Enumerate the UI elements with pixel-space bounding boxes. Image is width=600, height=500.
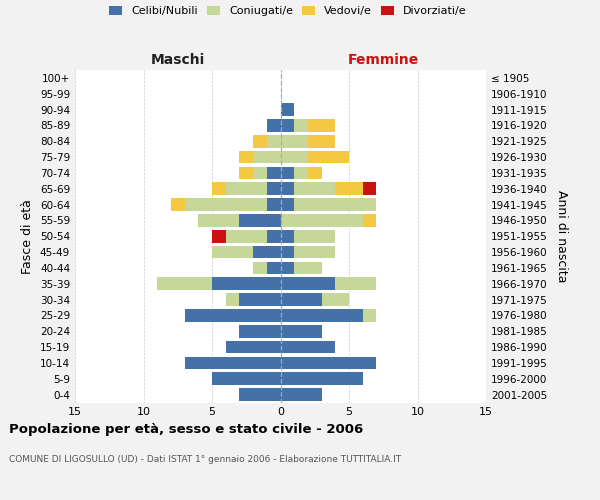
Text: Maschi: Maschi <box>151 54 205 68</box>
Y-axis label: Anni di nascita: Anni di nascita <box>554 190 568 282</box>
Bar <box>171 198 185 211</box>
Bar <box>226 293 239 306</box>
Bar <box>294 198 376 211</box>
Y-axis label: Fasce di età: Fasce di età <box>22 199 34 274</box>
Bar <box>239 293 281 306</box>
Bar <box>294 246 335 258</box>
Bar <box>239 388 281 401</box>
Bar <box>267 182 281 195</box>
Bar <box>281 325 322 338</box>
Bar <box>239 214 281 227</box>
Bar <box>281 388 322 401</box>
Text: COMUNE DI LIGOSULLO (UD) - Dati ISTAT 1° gennaio 2006 - Elaborazione TUTTITALIA.: COMUNE DI LIGOSULLO (UD) - Dati ISTAT 1°… <box>9 455 401 464</box>
Bar <box>267 230 281 242</box>
Bar <box>185 309 281 322</box>
Bar <box>322 293 349 306</box>
Bar <box>267 135 281 147</box>
Bar <box>281 135 308 147</box>
Bar <box>239 166 253 179</box>
Bar <box>253 150 281 164</box>
Bar <box>281 309 363 322</box>
Bar <box>253 262 267 274</box>
Bar <box>308 119 335 132</box>
Bar <box>267 198 281 211</box>
Bar <box>281 262 294 274</box>
Bar <box>226 182 267 195</box>
Bar <box>281 372 363 385</box>
Bar <box>281 150 308 164</box>
Bar <box>281 214 363 227</box>
Bar <box>212 278 281 290</box>
Bar <box>363 182 376 195</box>
Bar <box>294 166 308 179</box>
Text: Femmine: Femmine <box>347 54 419 68</box>
Bar <box>308 166 322 179</box>
Bar <box>281 166 294 179</box>
Bar <box>281 230 294 242</box>
Bar <box>267 262 281 274</box>
Bar <box>281 356 376 369</box>
Bar <box>239 325 281 338</box>
Bar <box>212 230 226 242</box>
Bar <box>157 278 212 290</box>
Bar <box>308 150 349 164</box>
Bar <box>281 293 322 306</box>
Bar <box>363 214 376 227</box>
Bar <box>253 166 267 179</box>
Bar <box>226 341 281 353</box>
Bar <box>253 246 281 258</box>
Bar <box>294 182 335 195</box>
Bar <box>281 246 294 258</box>
Bar <box>294 230 335 242</box>
Legend: Celibi/Nubili, Coniugati/e, Vedovi/e, Divorziati/e: Celibi/Nubili, Coniugati/e, Vedovi/e, Di… <box>109 6 467 16</box>
Bar <box>253 135 267 147</box>
Bar <box>198 214 239 227</box>
Bar <box>267 166 281 179</box>
Bar <box>267 119 281 132</box>
Bar <box>212 182 226 195</box>
Bar <box>281 103 294 116</box>
Bar <box>185 356 281 369</box>
Bar <box>308 135 335 147</box>
Bar <box>281 278 335 290</box>
Bar <box>281 182 294 195</box>
Bar <box>335 278 376 290</box>
Bar <box>335 182 363 195</box>
Bar <box>281 198 294 211</box>
Bar <box>281 341 335 353</box>
Bar <box>212 246 253 258</box>
Bar <box>294 119 308 132</box>
Bar <box>294 262 322 274</box>
Bar <box>185 198 267 211</box>
Bar <box>239 150 253 164</box>
Bar <box>363 309 376 322</box>
Bar <box>281 119 294 132</box>
Bar <box>212 372 281 385</box>
Text: Popolazione per età, sesso e stato civile - 2006: Popolazione per età, sesso e stato civil… <box>9 422 363 436</box>
Bar <box>226 230 267 242</box>
